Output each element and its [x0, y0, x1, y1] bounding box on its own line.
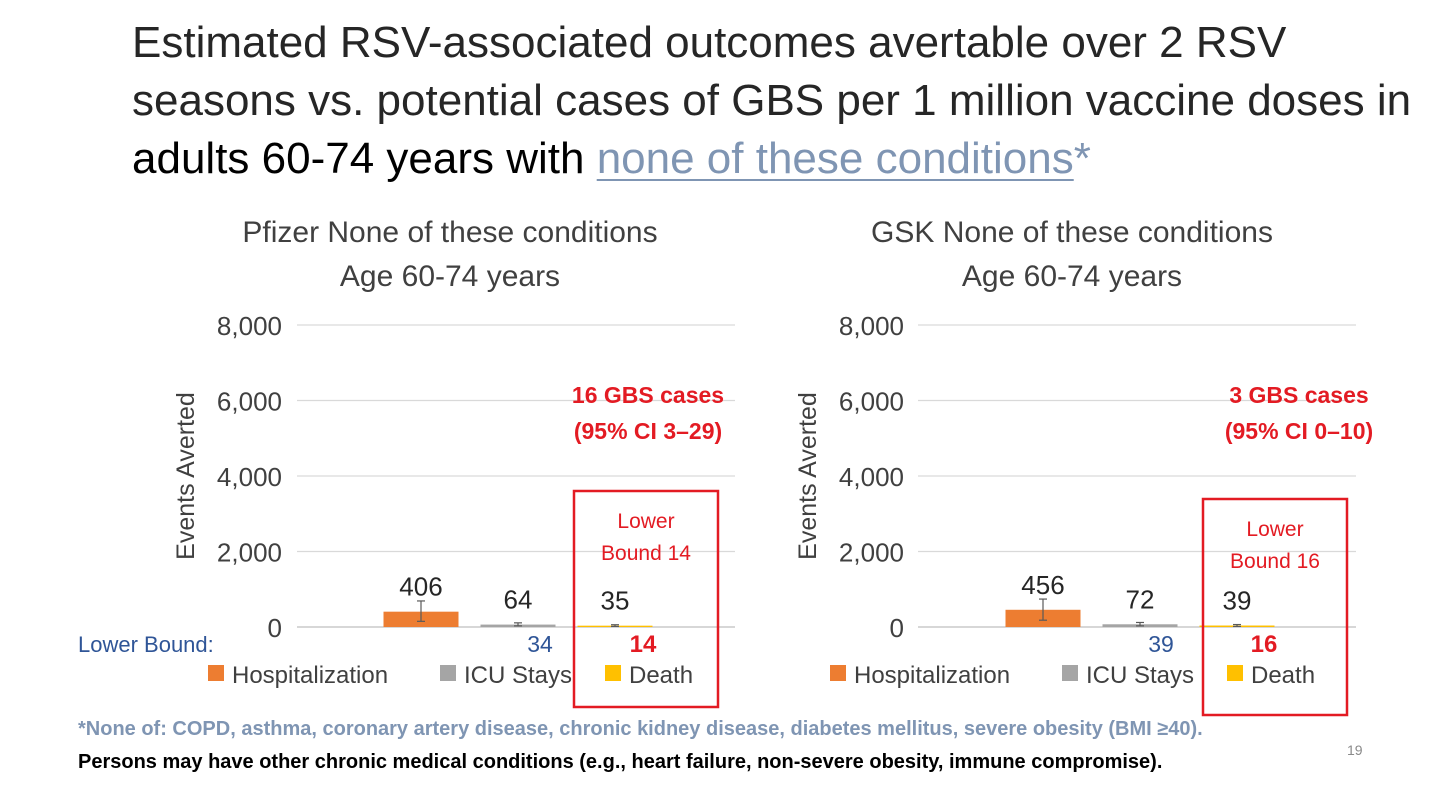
slide-title: Estimated RSV-associated outcomes averta… [132, 14, 1432, 188]
gbs-annotation: (95% CI 3–29) [574, 418, 722, 444]
y-axis-label: Events Averted [794, 392, 822, 560]
y-tick-label: 0 [268, 613, 282, 643]
data-label: 72 [1126, 584, 1155, 614]
footnote-conditions: *None of: COPD, asthma, coronary artery … [78, 718, 1203, 740]
chart-gsk: 0 2,000 4,000 6,000 8,000 Events Averted 456 72… [794, 311, 1373, 717]
gbs-annotation: (95% CI 0–10) [1225, 418, 1373, 444]
title-link[interactable]: none of these conditions [596, 134, 1074, 183]
footnote-other-conditions: Persons may have other chronic medical c… [78, 751, 1163, 773]
legend-swatch [1062, 665, 1078, 681]
legend-swatch [830, 665, 846, 681]
chart-title-pfizer: Pfizer None of these conditions Age 60-7… [210, 211, 690, 299]
box-label: Lower [617, 510, 674, 533]
y-tick-label: 8,000 [839, 311, 904, 341]
legend-swatch [440, 665, 456, 681]
y-axis-label: Events Averted [172, 392, 200, 560]
chart-title-line1: GSK None of these conditions [871, 216, 1273, 249]
y-tick-label: 4,000 [217, 462, 282, 492]
gbs-annotation: 3 GBS cases [1229, 382, 1368, 408]
box-label: Bound 14 [601, 542, 691, 565]
chart-title-line1: Pfizer None of these conditions [242, 216, 658, 249]
legend-entry: ICU Stays [1086, 662, 1194, 689]
legend-entry: Hospitalization [232, 662, 388, 689]
y-tick-label: 0 [890, 613, 904, 643]
data-label: 64 [504, 585, 533, 615]
title-bold: adults 60-74 years with [132, 134, 585, 183]
y-tick-label: 6,000 [839, 387, 904, 417]
legend-swatch [1227, 665, 1243, 681]
y-tick-label: 6,000 [217, 387, 282, 417]
chart-title-gsk: GSK None of these conditions Age 60-74 y… [832, 211, 1312, 299]
box-label: Lower [1246, 518, 1303, 541]
highlight-box [572, 489, 720, 709]
data-label: 456 [1021, 570, 1064, 600]
lower-bound-death: 14 [630, 631, 657, 658]
lower-bound-label: Lower Bound: [78, 632, 214, 657]
legend-entry: Death [629, 662, 693, 689]
y-tick-label: 8,000 [217, 311, 282, 341]
title-part1: Estimated RSV-associated outcomes averta… [132, 18, 1412, 125]
y-tick-label: 4,000 [839, 462, 904, 492]
y-tick-label: 2,000 [839, 538, 904, 568]
lower-bound-icu: 34 [527, 631, 553, 657]
box-label: Bound 16 [1230, 550, 1320, 573]
legend-swatch [208, 665, 224, 681]
data-label: 39 [1223, 586, 1252, 616]
chart-title-line2: Age 60-74 years [339, 260, 561, 293]
lower-bound-icu: 39 [1148, 631, 1174, 657]
y-tick-label: 2,000 [217, 538, 282, 568]
page-number: 19 [1347, 742, 1363, 758]
lower-bound-death: 16 [1251, 631, 1278, 658]
data-label: 406 [399, 572, 442, 602]
chart-title-line2: Age 60-74 years [961, 260, 1183, 293]
legend-swatch [605, 665, 621, 681]
chart-pfizer: 0 2,000 4,000 6,000 8,000 Events Averted 406 64… [78, 311, 735, 709]
legend-entry: ICU Stays [464, 662, 572, 689]
title-star: * [1073, 134, 1091, 183]
highlight-box [1201, 497, 1349, 717]
gbs-annotation: 16 GBS cases [572, 382, 724, 408]
data-label: 35 [601, 586, 630, 616]
legend-entry: Death [1251, 662, 1315, 689]
legend-entry: Hospitalization [854, 662, 1010, 689]
